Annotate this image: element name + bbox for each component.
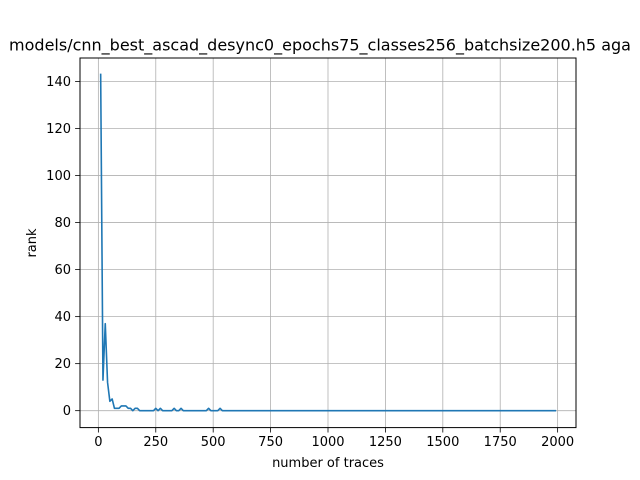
y-tick-label: 20 [54,357,71,372]
x-axis-label: number of traces [272,456,384,471]
x-tick-label: 750 [258,435,283,450]
y-tick-label: 80 [54,216,71,231]
x-tick-label: 1750 [484,435,517,450]
chart-title: models/cnn_best_ascad_desync0_epochs75_c… [9,36,631,56]
x-tick-label: 1250 [369,435,402,450]
y-tick-label: 60 [54,263,71,278]
y-tick-label: 0 [63,404,71,419]
x-tick-label: 0 [94,435,102,450]
y-axis-label: rank [25,228,40,258]
rank-series-line [99,73,557,412]
x-tick-label: 1000 [311,435,344,450]
y-tick-label: 100 [46,169,71,184]
plot-area [99,73,557,412]
y-tick-label: 140 [46,75,71,90]
x-tick-label: 2000 [541,435,574,450]
x-tick-label: 500 [201,435,226,450]
grid-lines [80,58,576,428]
x-tick-label: 1500 [426,435,459,450]
y-tick-label: 40 [54,310,71,325]
x-tick-label: 250 [143,435,168,450]
axis-ticks: 0 250 500 750 1000 1250 1500 1750 2000 0 20 40 60 80 1… [46,75,574,450]
y-tick-label: 120 [46,122,71,137]
